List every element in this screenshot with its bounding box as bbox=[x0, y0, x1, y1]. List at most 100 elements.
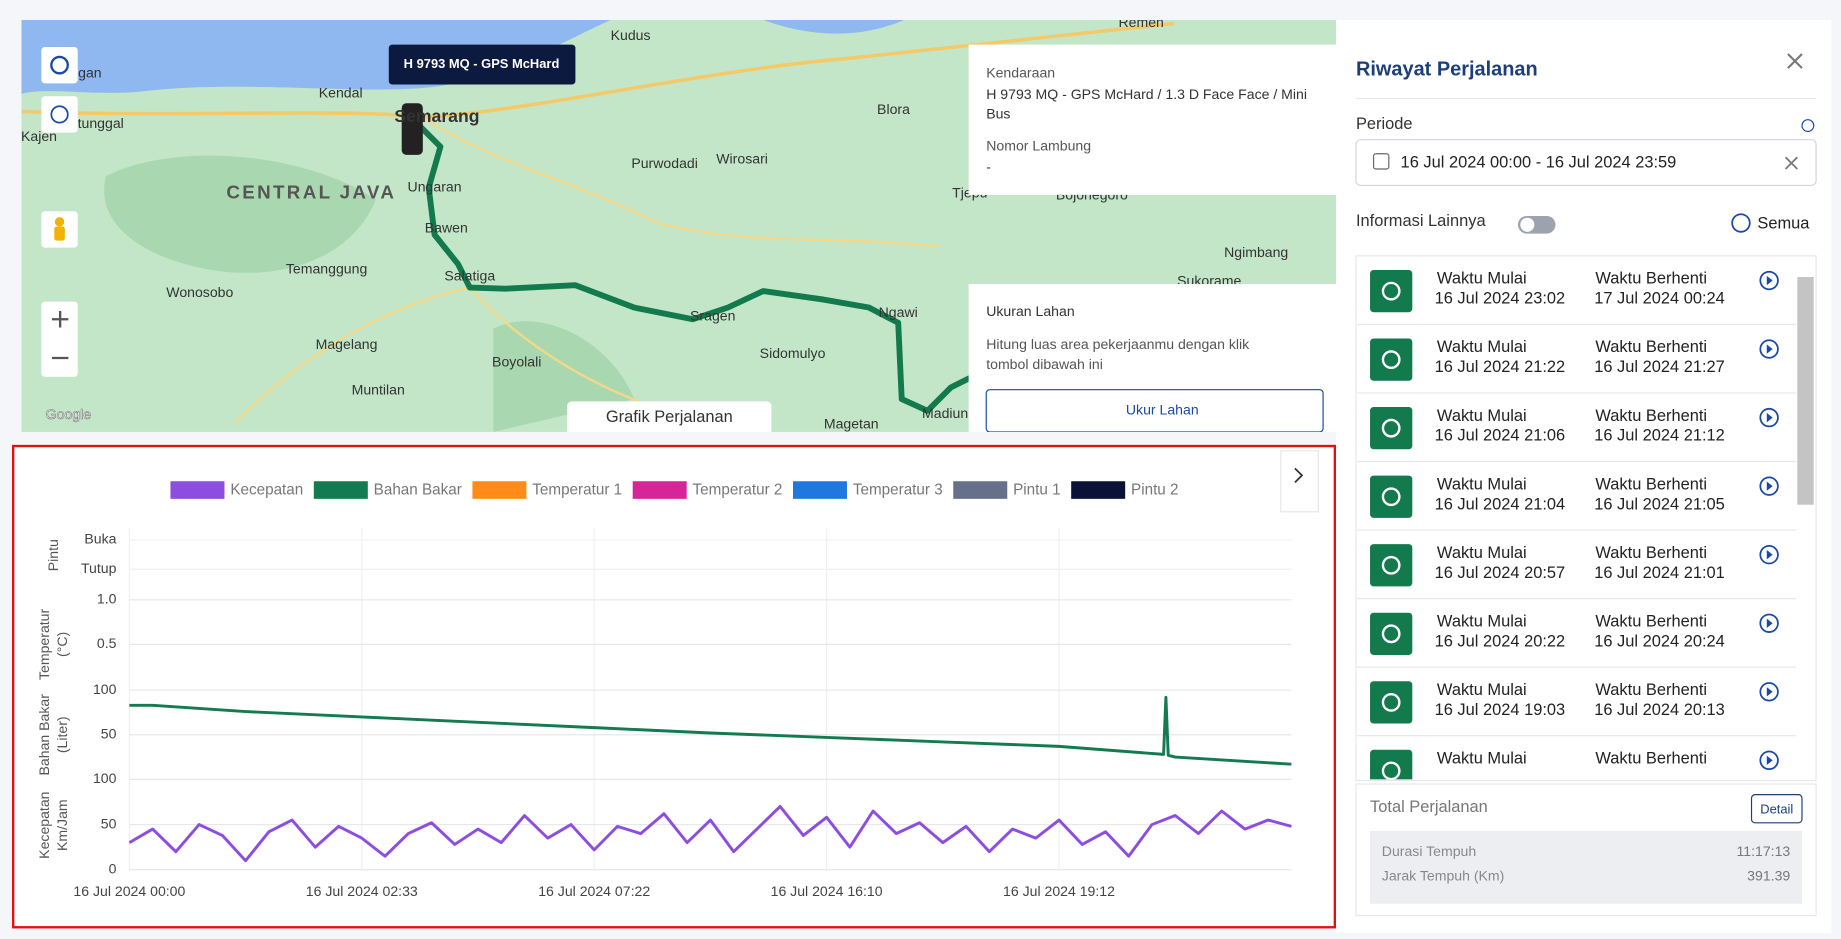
map-label: Blora bbox=[877, 101, 910, 117]
all-label[interactable]: Semua bbox=[1757, 215, 1810, 233]
trip-stop-label: Waktu Berhenti bbox=[1595, 270, 1707, 288]
trip-start: 16 Jul 2024 19:03 bbox=[1435, 701, 1566, 719]
axis-title: Bahan Bakar bbox=[36, 694, 52, 776]
map[interactable]: KudusRemenkalonganKendalWonotunggalKajen… bbox=[21, 14, 1337, 436]
trip-play[interactable] bbox=[1759, 613, 1779, 633]
clear-period[interactable] bbox=[1784, 156, 1798, 170]
trip-stop-label: Waktu Berhenti bbox=[1595, 750, 1707, 768]
trip-stop: 16 Jul 2024 21:05 bbox=[1594, 495, 1725, 513]
trip-icon-glyph bbox=[1381, 418, 1401, 438]
chart-toggle[interactable] bbox=[567, 401, 772, 436]
map-label: Ngimbang bbox=[1224, 244, 1288, 260]
info-icon bbox=[50, 105, 69, 124]
legend-label: Pintu 1 bbox=[1013, 482, 1060, 499]
scrollbar[interactable] bbox=[1797, 277, 1814, 505]
land-button[interactable] bbox=[985, 389, 1324, 432]
map-label: Wonosobo bbox=[166, 284, 233, 300]
trip-start: 16 Jul 2024 21:06 bbox=[1435, 427, 1566, 445]
trip-stop: 16 Jul 2024 21:27 bbox=[1594, 358, 1725, 376]
land-text: tombol dibawah ini bbox=[986, 356, 1103, 372]
trip-play-glyph bbox=[1766, 550, 1773, 560]
trip-stop: 16 Jul 2024 21:01 bbox=[1594, 564, 1725, 582]
trip-stop: 16 Jul 2024 20:13 bbox=[1594, 701, 1725, 719]
trip-play[interactable] bbox=[1759, 339, 1779, 359]
trip-stop-label: Waktu Berhenti bbox=[1595, 475, 1707, 493]
chevron bbox=[1294, 467, 1304, 484]
trip-start-label: Waktu Mulai bbox=[1437, 750, 1527, 768]
legend-label: Bahan Bakar bbox=[374, 482, 462, 499]
y-tick-label: 50 bbox=[101, 725, 117, 741]
trip-item[interactable] bbox=[1357, 324, 1797, 393]
map-label: Wirosari bbox=[716, 150, 768, 166]
trip-stop-label: Waktu Berhenti bbox=[1595, 338, 1707, 356]
trip-item[interactable] bbox=[1357, 735, 1797, 804]
trip-stop-label: Waktu Berhenti bbox=[1595, 407, 1707, 425]
trip-play[interactable] bbox=[1759, 682, 1779, 702]
trip-item[interactable] bbox=[1357, 461, 1797, 530]
trip-item[interactable] bbox=[1357, 598, 1797, 667]
detail-button[interactable] bbox=[1750, 794, 1803, 824]
land-text: Hitung luas area pekerjaanmu dengan klik bbox=[986, 336, 1250, 352]
axis-title: Kecepatan bbox=[36, 791, 52, 858]
panel-title: Riwayat Perjalanan bbox=[1356, 59, 1538, 81]
series-line bbox=[129, 695, 1292, 766]
zoom-in[interactable] bbox=[51, 311, 69, 328]
settings-button[interactable] bbox=[41, 46, 78, 84]
land-title: Ukuran Lahan bbox=[986, 303, 1074, 319]
trip-play-glyph bbox=[1766, 344, 1773, 354]
y-tick-label: Buka bbox=[84, 531, 116, 547]
play-all-icon[interactable] bbox=[1731, 213, 1751, 233]
chart-collapse[interactable] bbox=[1280, 450, 1319, 513]
trip-icon bbox=[1370, 749, 1413, 780]
map-label: Semarang bbox=[394, 106, 479, 126]
chart-container bbox=[12, 444, 1337, 929]
period-label: Periode bbox=[1356, 115, 1413, 133]
trip-start-label: Waktu Mulai bbox=[1437, 270, 1527, 288]
map-label: Boyolali bbox=[492, 353, 541, 369]
zoom-control bbox=[41, 301, 78, 377]
vehicle-marker[interactable] bbox=[401, 103, 423, 155]
map-label: Sragen bbox=[690, 308, 735, 324]
trip-play[interactable] bbox=[1759, 407, 1779, 428]
legend-label: Temperatur 1 bbox=[532, 482, 622, 499]
detail-text: Detail bbox=[1760, 801, 1793, 816]
trip-item[interactable] bbox=[1357, 256, 1797, 324]
y-tick-label: 100 bbox=[93, 681, 117, 697]
total-title: Total Perjalanan bbox=[1370, 798, 1488, 816]
map-label: Remen bbox=[1118, 14, 1163, 30]
axis-title: (Liter) bbox=[54, 716, 70, 753]
trip-play[interactable] bbox=[1759, 750, 1779, 771]
trip-start-label: Waktu Mulai bbox=[1437, 681, 1527, 699]
stat-value: 11:17:13 bbox=[1736, 843, 1790, 859]
vehicle-info-card bbox=[968, 44, 1337, 195]
trip-play[interactable] bbox=[1759, 270, 1779, 291]
calendar-icon bbox=[1372, 153, 1390, 170]
trip-item[interactable] bbox=[1357, 667, 1797, 736]
legend-label: Kecepatan bbox=[230, 482, 303, 499]
trip-icon-glyph bbox=[1381, 692, 1401, 712]
legend-swatch bbox=[1071, 481, 1126, 499]
trip-icon bbox=[1370, 612, 1413, 655]
route bbox=[409, 115, 976, 414]
info-label: Nomor Lambung bbox=[986, 137, 1091, 153]
trip-start: 16 Jul 2024 23:02 bbox=[1435, 290, 1566, 308]
trip-icon bbox=[1370, 544, 1413, 587]
x-tick-label: 16 Jul 2024 19:12 bbox=[1003, 883, 1115, 899]
map-label: Kudus bbox=[611, 27, 651, 43]
close-button[interactable] bbox=[1787, 53, 1803, 69]
trip-play[interactable] bbox=[1759, 545, 1779, 565]
trip-play[interactable] bbox=[1759, 476, 1779, 496]
trip-item[interactable] bbox=[1357, 392, 1797, 462]
info-value: - bbox=[986, 159, 991, 175]
stat-label: Jarak Tempuh (Km) bbox=[1382, 868, 1505, 884]
period-input[interactable] bbox=[1355, 139, 1817, 187]
y-tick-label: 0 bbox=[109, 860, 117, 876]
info-value: H 9793 MQ - GPS McHard / 1.3 D Face Face… bbox=[986, 86, 1307, 102]
trip-item[interactable] bbox=[1357, 530, 1797, 599]
info-button[interactable] bbox=[41, 96, 78, 133]
toggle-knob bbox=[1520, 217, 1535, 232]
trip-play-glyph bbox=[1766, 618, 1773, 628]
trip-icon bbox=[1370, 338, 1413, 381]
map-label: Ngawi bbox=[879, 304, 918, 320]
